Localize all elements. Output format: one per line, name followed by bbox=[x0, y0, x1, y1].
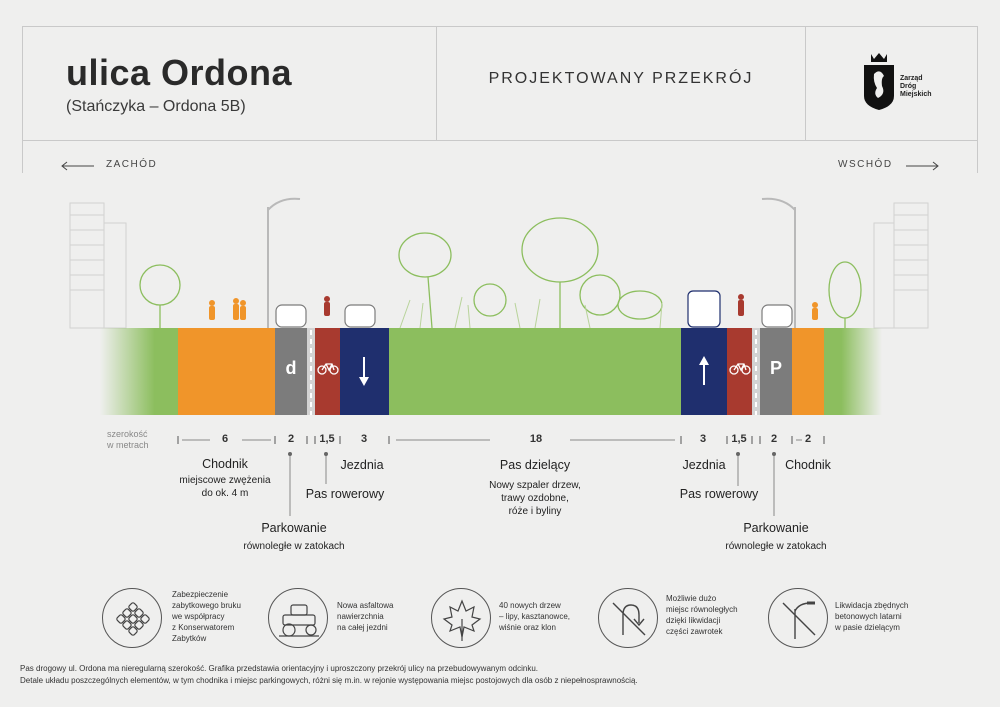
page-edge-line bbox=[977, 141, 978, 173]
zdm-logo-text: Zarząd Dróg Miejskich bbox=[900, 75, 932, 98]
arrow-left-icon bbox=[60, 159, 96, 177]
bike-lane-right bbox=[727, 328, 752, 415]
road-roller-icon bbox=[268, 588, 328, 648]
arrow-up-icon bbox=[698, 355, 710, 392]
label-pointers bbox=[288, 452, 776, 516]
dimension-label: 2 bbox=[770, 433, 778, 445]
dimension-line bbox=[177, 436, 825, 444]
direction-west: ZACHÓD bbox=[106, 159, 158, 170]
label-chodnik-left-note: miejscowe zwężenia do ok. 4 m bbox=[179, 475, 271, 499]
header-frame bbox=[22, 26, 978, 141]
project-label: PROJEKTOWANY PRZEKRÓJ bbox=[488, 70, 754, 87]
curb-right bbox=[752, 328, 760, 415]
footnote: Pas drogowy ul. Ordona ma nieregularną s… bbox=[20, 664, 539, 673]
direction-east: WSCHÓD bbox=[838, 159, 893, 170]
label-jezdnia-left: Jezdnia bbox=[340, 458, 384, 472]
header-divider bbox=[436, 26, 437, 141]
dimension-label: 1,5 bbox=[319, 433, 335, 445]
header-divider bbox=[805, 26, 806, 141]
sidewalk-right bbox=[792, 328, 824, 415]
sidewalk-left bbox=[178, 328, 275, 415]
arrow-right-icon bbox=[904, 159, 940, 177]
label-pas-rowerowy-right: Pas rowerowy bbox=[679, 487, 759, 501]
grass-edge-right bbox=[824, 328, 882, 415]
bicycle-icon bbox=[729, 361, 751, 380]
footnote: Detale układu poszczególnych elementów, … bbox=[20, 676, 638, 685]
bicycle-icon bbox=[317, 361, 339, 380]
leaf-icon bbox=[431, 588, 491, 648]
no-u-turn-icon bbox=[598, 588, 658, 648]
scale-label: szerokość w metrach bbox=[107, 429, 149, 450]
feature-text: Możliwie dużo miejsc równoległych dzięki… bbox=[666, 594, 738, 636]
parking-right bbox=[760, 328, 792, 415]
label-jezdnia-right: Jezdnia bbox=[682, 458, 726, 472]
grass-edge-left bbox=[100, 328, 178, 415]
median-strip bbox=[389, 328, 681, 415]
label-pas-dzielacy-note: Nowy szpaler drzew, trawy ozdobne, róże … bbox=[489, 480, 581, 517]
dimension-label: 3 bbox=[699, 433, 707, 445]
dimension-label: 2 bbox=[287, 433, 295, 445]
parking-left bbox=[275, 328, 307, 415]
page-title: ulica Ordona bbox=[66, 52, 293, 93]
curb-left bbox=[307, 328, 315, 415]
lane-dashes bbox=[310, 330, 757, 415]
bike-lane-left bbox=[315, 328, 340, 415]
feature-text: Nowa asfaltowa nawierzchnia na całej jez… bbox=[337, 601, 394, 632]
parking-badge-right: P bbox=[769, 358, 782, 378]
label-pas-rowerowy-left: Pas rowerowy bbox=[305, 487, 385, 501]
dimension-label: 2 bbox=[804, 433, 812, 445]
feature-text: 40 nowych drzew – lipy, kasztanowce, wiś… bbox=[499, 601, 570, 632]
label-chodnik-left: Chodnik bbox=[202, 457, 248, 471]
page-edge-line bbox=[22, 141, 23, 173]
label-chodnik-right: Chodnik bbox=[785, 458, 831, 472]
paving-stones-icon bbox=[102, 588, 162, 648]
dimension-label: 3 bbox=[360, 433, 368, 445]
label-parkowanie-right: Parkowanie bbox=[743, 521, 809, 535]
arrow-down-icon bbox=[358, 355, 370, 392]
label-pas-dzielacy: Pas dzielący bbox=[499, 458, 571, 472]
label-parkowanie-right-note: równoległe w zatokach bbox=[725, 541, 827, 552]
dimension-label: 18 bbox=[529, 433, 543, 445]
feature-text: Likwidacja zbędnych betonowych latarni w… bbox=[835, 601, 909, 632]
label-parkowanie-left: Parkowanie bbox=[261, 521, 327, 535]
parking-badge-left: d bbox=[285, 358, 297, 378]
feature-text: Zabezpieczenie zabytkowego bruku we wspó… bbox=[172, 590, 241, 643]
page-subtitle: (Stańczyka – Ordona 5B) bbox=[66, 98, 246, 115]
street-illustration bbox=[69, 197, 929, 329]
label-parkowanie-left-note: równoległe w zatokach bbox=[243, 541, 345, 552]
zdm-logo-icon bbox=[862, 50, 896, 112]
dimension-label: 1,5 bbox=[731, 433, 747, 445]
no-streetlamp-icon bbox=[768, 588, 828, 648]
dimension-label: 6 bbox=[221, 433, 229, 445]
